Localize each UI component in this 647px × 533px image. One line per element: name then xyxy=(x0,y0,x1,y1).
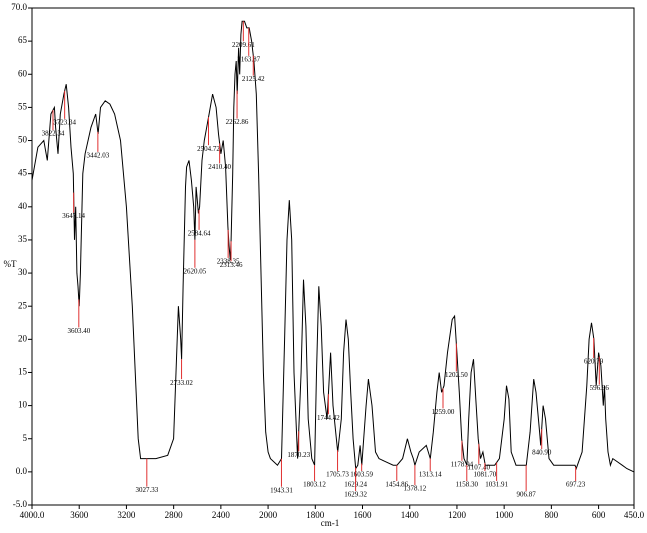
peak-label: 1107.40 xyxy=(468,464,491,472)
peak-label: 1603.59 xyxy=(350,471,373,479)
peak-label: 1870.23 xyxy=(287,451,310,459)
peak-label: 1031.91 xyxy=(485,481,508,489)
peak-label: 3723.34 xyxy=(53,118,76,126)
peak-label: 1943.31 xyxy=(270,486,293,494)
peak-label: 2504.72 xyxy=(197,145,220,153)
y-tick-label: 25 xyxy=(18,300,28,310)
x-tick-label: 2400 xyxy=(212,510,231,520)
peak-label: 1202.50 xyxy=(445,371,468,379)
peak-label: 3442.03 xyxy=(86,151,109,159)
peak-label: 2262.86 xyxy=(226,118,249,126)
y-tick-label: 55 xyxy=(18,101,28,111)
plot-frame xyxy=(31,7,635,506)
peak-label: 1178.94 xyxy=(451,460,474,468)
peak-label: 2620.05 xyxy=(184,267,207,275)
peak-label: 2338.35 xyxy=(217,258,240,266)
peak-label: 2209.61 xyxy=(232,41,255,49)
peak-label: 1081.70 xyxy=(473,471,496,479)
x-tick-label: 450.0 xyxy=(624,510,645,520)
peak-label: 3822.34 xyxy=(42,130,65,138)
peak-label: 3603.40 xyxy=(67,327,90,335)
y-tick-label: 15 xyxy=(18,367,28,377)
peak-label: 840.90 xyxy=(532,449,552,457)
spectrum-line xyxy=(31,20,635,473)
y-tick-label: 35 xyxy=(18,234,28,244)
peak-label: 697.23 xyxy=(566,481,586,489)
x-tick-label: 3200 xyxy=(117,510,136,520)
y-tick-label: 30 xyxy=(18,267,28,277)
peak-label: 3647.14 xyxy=(62,212,85,220)
x-tick-label: 1000 xyxy=(495,510,514,520)
x-tick-label: 2800 xyxy=(165,510,184,520)
peak-label: 2163.87 xyxy=(237,55,260,63)
x-tick-label: 4000.0 xyxy=(20,510,45,520)
peak-label: 1158.30 xyxy=(456,481,479,489)
peak-label: 620.79 xyxy=(584,358,604,366)
peak-label: 1629.32 xyxy=(344,491,367,499)
y-tick-label: 50 xyxy=(18,135,28,145)
x-tick-label: 1200 xyxy=(448,510,467,520)
x-tick-label: 600 xyxy=(592,510,606,520)
y-tick-label: 5 xyxy=(23,433,28,443)
peak-label: 1803.12 xyxy=(303,481,326,489)
y-tick-label: 65 xyxy=(18,35,28,45)
y-tick-label: 60 xyxy=(18,68,28,78)
peak-label: 2410.40 xyxy=(208,163,231,171)
peak-label: 906.87 xyxy=(517,491,537,499)
peak-label: 2313.46 xyxy=(220,261,243,269)
x-tick-label: 1400 xyxy=(401,510,420,520)
peak-label: 2125.42 xyxy=(242,75,265,83)
peak-label: 3027.33 xyxy=(135,486,158,494)
y-tick-label: 40 xyxy=(18,201,28,211)
x-tick-label: 1600 xyxy=(354,510,373,520)
x-axis-label: cm-1 xyxy=(321,518,340,528)
x-tick-label: 3600 xyxy=(70,510,89,520)
peak-label: 1705.73 xyxy=(326,471,349,479)
x-tick-label: 800 xyxy=(545,510,559,520)
peak-label: 2584.64 xyxy=(188,229,211,237)
y-tick-label: 10 xyxy=(18,400,28,410)
peak-label: 1744.42 xyxy=(317,414,340,422)
y-tick-label: -5.0 xyxy=(13,499,28,509)
x-tick-label: 1800 xyxy=(306,510,325,520)
peak-label: 1378.12 xyxy=(404,485,427,493)
peak-label: 2733.02 xyxy=(170,379,193,387)
peak-label: 1454.86 xyxy=(385,481,408,489)
y-tick-label: 0.0 xyxy=(16,466,28,476)
peak-label: 1259.00 xyxy=(432,408,455,416)
y-tick-label: 45 xyxy=(18,168,28,178)
y-tick-label: 70.0 xyxy=(11,2,27,12)
x-tick-label: 2000 xyxy=(259,510,278,520)
y-tick-label: 20 xyxy=(18,333,28,343)
y-axis-label: %T xyxy=(4,259,17,269)
peak-label: 596.96 xyxy=(590,384,610,392)
peak-label: 1313.14 xyxy=(419,471,442,479)
